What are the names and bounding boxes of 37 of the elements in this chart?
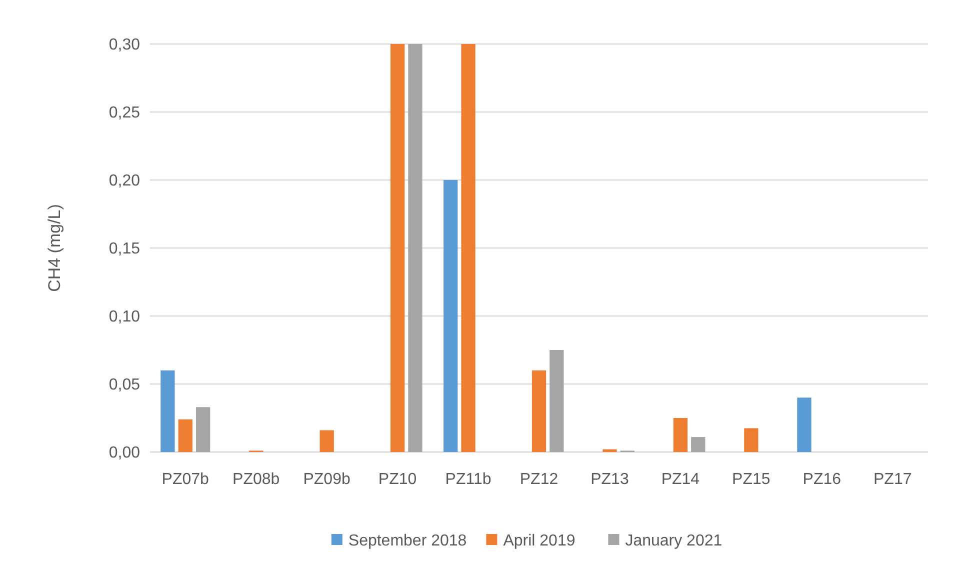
y-tick-label: 0,10	[108, 308, 140, 326]
bar	[444, 180, 458, 452]
x-tick-label: PZ07b	[162, 471, 210, 488]
x-tick-label: PZ17	[874, 471, 912, 488]
y-tick-label: 0,30	[108, 36, 140, 54]
x-tick-label: PZ11b	[445, 471, 492, 488]
x-tick-label: PZ13	[590, 471, 629, 488]
bar	[744, 428, 758, 452]
x-tick-label: PZ08b	[232, 471, 280, 488]
y-tick-label: 0,00	[108, 444, 140, 462]
bar	[797, 398, 812, 452]
y-tick-label: 0,15	[108, 240, 140, 258]
bar	[602, 449, 617, 452]
bar	[408, 44, 422, 452]
bar	[532, 370, 546, 452]
legend-label: April 2019	[503, 532, 576, 550]
x-tick-label: PZ10	[378, 471, 417, 488]
legend-label: September 2018	[348, 532, 467, 550]
bar	[691, 437, 706, 452]
y-tick-label: 0,25	[108, 104, 140, 122]
bar	[320, 430, 334, 452]
bar	[196, 407, 210, 452]
y-tick-label: 0,20	[108, 172, 140, 190]
x-tick-label: PZ09b	[303, 471, 350, 488]
x-tick-label: PZ15	[732, 471, 770, 488]
y-axis-title: CH4 (mg/L)	[45, 204, 64, 292]
y-tick-label: 0,05	[108, 376, 140, 394]
legend-label: January 2021	[625, 532, 722, 550]
bar	[673, 418, 688, 452]
x-tick-label: PZ14	[661, 471, 700, 488]
bar	[550, 350, 564, 452]
bar	[178, 419, 192, 452]
x-tick-label: PZ16	[802, 471, 842, 488]
bar	[461, 44, 476, 452]
x-tick-label: PZ12	[520, 471, 558, 488]
bar	[390, 44, 405, 452]
bar	[160, 370, 175, 452]
